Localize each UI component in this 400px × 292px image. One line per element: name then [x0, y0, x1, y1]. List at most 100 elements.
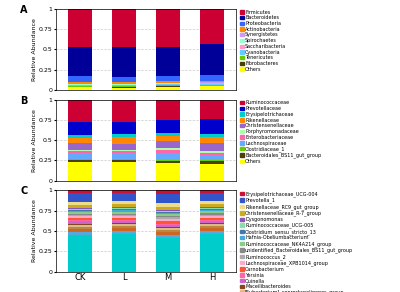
Bar: [68, 82, 92, 84]
Bar: [200, 193, 224, 201]
Bar: [200, 220, 224, 221]
Bar: [200, 83, 224, 84]
Bar: [112, 226, 136, 228]
Bar: [200, 231, 224, 234]
Bar: [156, 84, 180, 85]
Bar: [112, 160, 136, 162]
Bar: [112, 234, 136, 272]
Bar: [156, 227, 180, 228]
Bar: [200, 224, 224, 226]
Bar: [112, 143, 136, 150]
Bar: [68, 153, 92, 159]
Bar: [200, 234, 224, 272]
Bar: [112, 88, 136, 90]
Legend: Firmicutes, Bacteroidetes, Proteobacteria, Actinobacteria, Synergistetes, Spiroc: Firmicutes, Bacteroidetes, Proteobacteri…: [240, 10, 286, 72]
Bar: [156, 219, 180, 221]
Bar: [112, 77, 136, 82]
Bar: [200, 221, 224, 223]
Bar: [112, 47, 136, 77]
Bar: [68, 100, 92, 122]
Bar: [112, 159, 136, 160]
Bar: [156, 216, 180, 217]
Bar: [112, 87, 136, 88]
Bar: [156, 81, 180, 83]
Bar: [156, 221, 180, 224]
Bar: [112, 82, 136, 84]
Bar: [200, 161, 224, 164]
Bar: [112, 228, 136, 231]
Bar: [68, 135, 92, 138]
Bar: [156, 190, 180, 194]
Bar: [156, 163, 180, 181]
Legend: Ruminococcaceae, Prevotellaceae, Erysipelotrichaceae, Rikenellaceae, Christensen: Ruminococcaceae, Prevotellaceae, Erysipe…: [240, 100, 321, 164]
Bar: [200, 137, 224, 143]
Bar: [112, 86, 136, 87]
Bar: [112, 223, 136, 224]
Bar: [200, 204, 224, 207]
Bar: [156, 87, 180, 90]
Bar: [68, 151, 92, 153]
Bar: [156, 9, 180, 47]
Bar: [68, 220, 92, 221]
Bar: [68, 227, 92, 229]
Bar: [156, 230, 180, 232]
Bar: [200, 151, 224, 153]
Bar: [200, 119, 224, 134]
Bar: [200, 201, 224, 204]
Bar: [68, 218, 92, 220]
Bar: [68, 221, 92, 224]
Bar: [156, 133, 180, 135]
Bar: [68, 208, 92, 209]
Bar: [200, 100, 224, 119]
Bar: [156, 228, 180, 230]
Bar: [112, 193, 136, 201]
Bar: [68, 232, 92, 235]
Bar: [68, 87, 92, 90]
Bar: [68, 160, 92, 162]
Bar: [68, 86, 92, 87]
Bar: [112, 208, 136, 209]
Bar: [68, 143, 92, 150]
Bar: [200, 155, 224, 160]
Bar: [68, 162, 92, 181]
Bar: [156, 76, 180, 81]
Bar: [68, 210, 92, 211]
Bar: [156, 224, 180, 225]
Bar: [200, 82, 224, 83]
Bar: [156, 238, 180, 272]
Bar: [112, 162, 136, 181]
Bar: [68, 159, 92, 160]
Bar: [200, 84, 224, 85]
Legend: Erysipelotrichaceae_UCG-004, Prevotella_1, Rikenellaceae_RC9_gut_group, Christen: Erysipelotrichaceae_UCG-004, Prevotella_…: [240, 191, 353, 292]
Bar: [200, 86, 224, 90]
Bar: [156, 225, 180, 227]
Bar: [156, 211, 180, 212]
Bar: [68, 235, 92, 272]
Bar: [200, 216, 224, 218]
Bar: [112, 122, 136, 134]
Bar: [156, 148, 180, 150]
Text: B: B: [20, 95, 27, 105]
Bar: [200, 228, 224, 231]
Bar: [112, 231, 136, 234]
Bar: [68, 214, 92, 215]
Bar: [112, 207, 136, 208]
Text: A: A: [20, 5, 28, 15]
Bar: [112, 220, 136, 221]
Bar: [112, 221, 136, 223]
Bar: [112, 84, 136, 85]
Bar: [200, 190, 224, 193]
Bar: [112, 218, 136, 220]
Bar: [156, 213, 180, 214]
Bar: [200, 44, 224, 75]
Bar: [200, 207, 224, 208]
Bar: [112, 153, 136, 159]
Bar: [200, 143, 224, 151]
Bar: [112, 9, 136, 47]
Bar: [112, 216, 136, 218]
Bar: [112, 204, 136, 207]
Bar: [200, 213, 224, 215]
Bar: [68, 85, 92, 86]
Bar: [200, 215, 224, 216]
Bar: [200, 81, 224, 82]
